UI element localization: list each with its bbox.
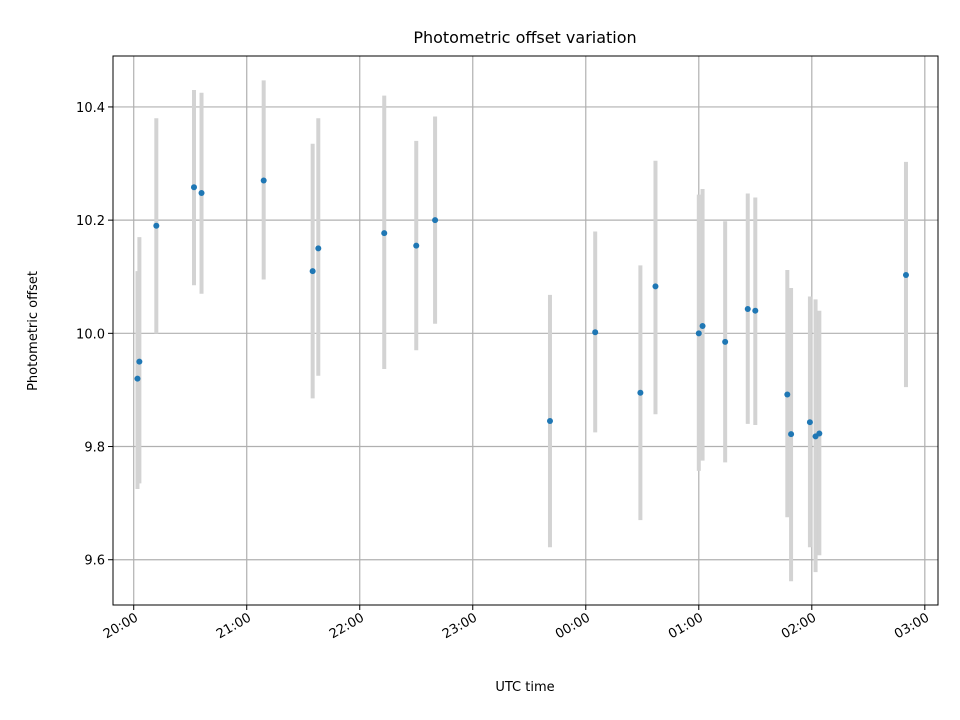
data-point	[315, 245, 322, 252]
data-point	[637, 389, 644, 396]
data-point	[381, 230, 388, 237]
data-point	[260, 177, 267, 184]
data-point	[432, 217, 439, 224]
plot-frame	[112, 55, 939, 606]
plot-area	[113, 56, 938, 605]
data-points	[134, 177, 909, 440]
data-point	[784, 391, 791, 398]
data-point	[744, 305, 751, 312]
y-axis-label: Photometric offset	[26, 271, 41, 391]
data-point	[788, 431, 795, 438]
data-point	[699, 322, 706, 329]
data-point	[652, 283, 659, 290]
data-point	[136, 358, 143, 365]
data-point	[190, 184, 197, 191]
data-point	[752, 307, 759, 314]
data-point	[153, 222, 160, 229]
data-point	[695, 330, 702, 337]
data-point	[309, 268, 316, 275]
y-tick-label: 10.0	[76, 327, 105, 342]
data-point	[816, 430, 823, 437]
y-axis-ticks: 9.6 9.8 10.0 10.2 10.4	[76, 101, 113, 569]
data-point	[722, 338, 729, 345]
x-axis-label: UTC time	[495, 680, 554, 695]
data-point	[413, 242, 420, 249]
data-point	[198, 189, 205, 196]
y-tick-label: 10.4	[76, 101, 105, 116]
y-tick-label: 9.6	[84, 554, 105, 569]
data-point	[806, 419, 813, 426]
data-point	[546, 418, 553, 425]
data-point	[592, 329, 599, 336]
data-point	[902, 272, 909, 279]
data-point	[134, 375, 141, 382]
y-tick-label: 10.2	[76, 214, 105, 229]
y-tick-label: 9.8	[84, 441, 105, 456]
chart-title: Photometric offset variation	[413, 28, 636, 47]
